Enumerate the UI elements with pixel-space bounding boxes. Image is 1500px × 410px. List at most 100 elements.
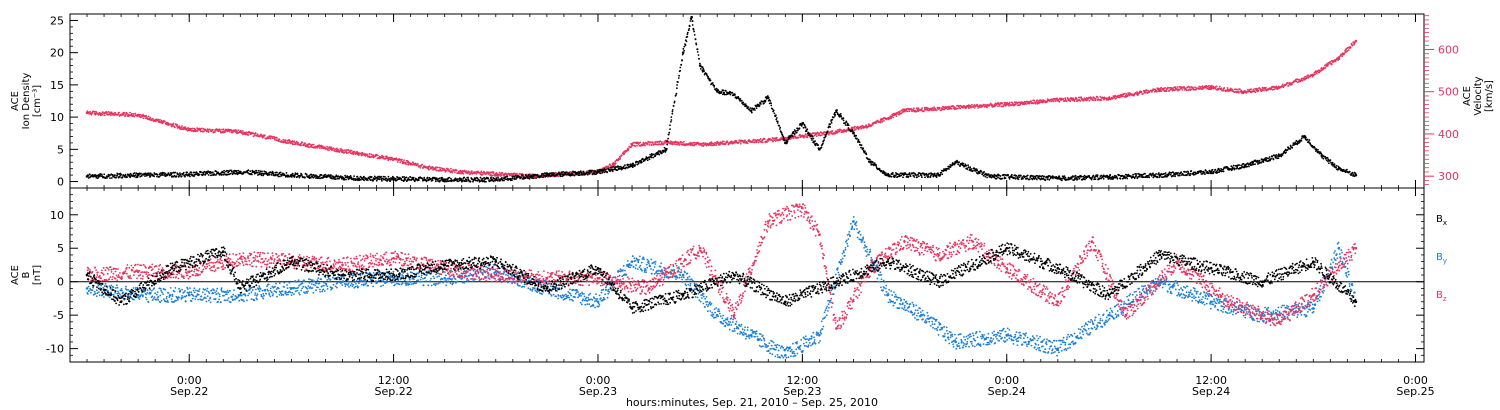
velocity-point (436, 169, 438, 172)
velocity-point (935, 109, 938, 112)
density-point (695, 43, 698, 46)
velocity-point (892, 116, 895, 119)
density-point (707, 76, 710, 78)
velocity-point (326, 145, 328, 148)
velocity-point (336, 147, 338, 150)
density-point (711, 82, 714, 84)
density-point (366, 179, 369, 182)
velocity-point (715, 144, 718, 147)
velocity-point (331, 149, 334, 151)
density-point (873, 162, 876, 165)
right-y-tick-label: 300 (1438, 170, 1459, 183)
density-point (223, 169, 226, 172)
velocity-point (278, 138, 281, 141)
density-point (335, 178, 337, 180)
velocity-point (1261, 89, 1264, 92)
velocity-point (1349, 46, 1352, 49)
velocity-axis-label: ACE (1462, 86, 1473, 106)
density-point (277, 175, 280, 178)
density-point (920, 174, 923, 177)
density-point (360, 178, 362, 181)
velocity-point (1239, 88, 1241, 91)
density-point (969, 166, 972, 169)
velocity-point (1097, 97, 1099, 99)
velocity-point (316, 147, 319, 149)
velocity-point (1122, 95, 1124, 98)
velocity-point (997, 105, 999, 108)
density-point (648, 158, 651, 161)
density-point (162, 174, 164, 177)
velocity-point (407, 163, 410, 166)
density-point (565, 171, 568, 174)
velocity-point (390, 158, 393, 161)
density-point (182, 171, 185, 174)
velocity-point (970, 106, 972, 109)
velocity-point (650, 144, 653, 146)
velocity-point (230, 131, 233, 134)
density-point (685, 40, 688, 43)
velocity-point (971, 103, 973, 106)
density-point (812, 137, 815, 140)
velocity-point (899, 110, 901, 112)
density-point (407, 177, 410, 180)
velocity-point (157, 118, 160, 121)
density-point (632, 162, 635, 165)
velocity-point (713, 144, 716, 146)
density-point (669, 128, 671, 131)
density-point (781, 134, 784, 137)
velocity-point (1330, 63, 1333, 66)
velocity-point (804, 135, 806, 138)
velocity-point (103, 114, 106, 117)
density-point (829, 123, 832, 126)
density-point (466, 180, 468, 182)
density-point (795, 131, 798, 134)
density-point (188, 174, 191, 176)
velocity-point (1036, 99, 1038, 102)
density-point (174, 171, 177, 174)
density-point (675, 92, 678, 95)
density-point (301, 174, 303, 176)
density-point (606, 171, 609, 174)
density-point (441, 176, 443, 179)
density-point (511, 177, 514, 180)
density-point (696, 48, 699, 51)
velocity-point (434, 166, 437, 169)
velocity-point (318, 144, 321, 147)
density-point (766, 96, 770, 100)
velocity-point (744, 139, 746, 142)
density-point (908, 172, 911, 174)
velocity-point (147, 115, 150, 118)
density-point (967, 166, 970, 169)
velocity-point (396, 161, 399, 163)
density-point (677, 81, 679, 83)
density-point (853, 131, 855, 134)
density-point (654, 154, 657, 157)
velocity-point (1069, 100, 1072, 103)
velocity-point (1176, 86, 1179, 88)
velocity-point (247, 134, 250, 136)
velocity-point (738, 141, 740, 144)
density-point (679, 69, 682, 72)
density-point (385, 177, 388, 180)
density-point (106, 177, 108, 179)
velocity-point (159, 118, 161, 121)
density-point (744, 103, 747, 105)
velocity-point (340, 148, 343, 151)
velocity-point (366, 153, 369, 156)
velocity-point (184, 126, 187, 128)
velocity-point (268, 137, 270, 140)
density-point (665, 147, 668, 150)
density-point (686, 35, 689, 38)
density-point (760, 103, 762, 105)
density-point (279, 175, 281, 178)
density-point (140, 175, 143, 178)
density-point (933, 172, 936, 175)
density-point (373, 175, 376, 178)
velocity-point (333, 150, 336, 152)
velocity-point (1286, 81, 1289, 84)
density-point (136, 176, 139, 179)
density-point (653, 153, 655, 156)
velocity-point (1115, 97, 1117, 100)
velocity-point (256, 133, 259, 136)
velocity-point (344, 149, 346, 152)
